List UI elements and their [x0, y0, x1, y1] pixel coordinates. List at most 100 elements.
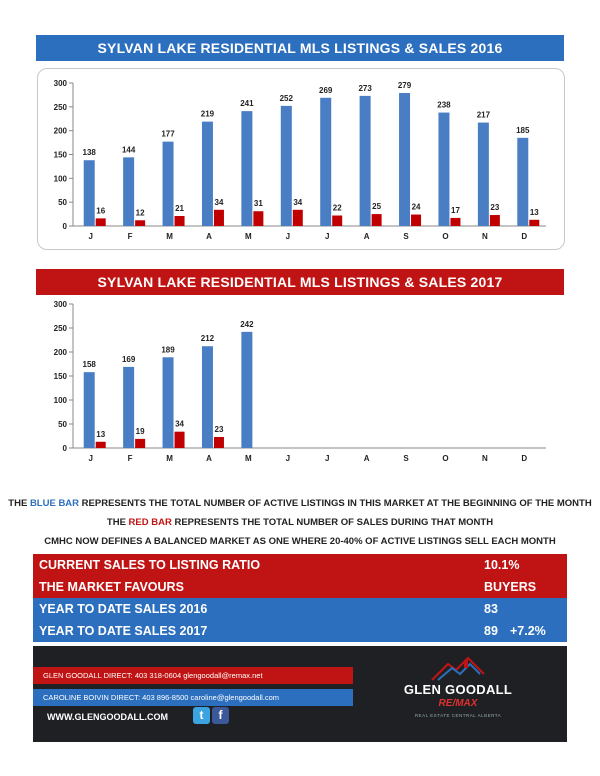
- stat-change: +7.2%: [510, 624, 546, 638]
- data-label-sales: 34: [293, 198, 302, 207]
- stat-label: THE MARKET FAVOURS: [39, 580, 184, 594]
- x-tick-label: M: [245, 454, 252, 463]
- x-tick-label: F: [128, 454, 133, 463]
- data-label-listings: 219: [201, 110, 215, 119]
- x-tick-label: D: [521, 232, 527, 241]
- bar-listings: [320, 97, 332, 226]
- bar-listings: [162, 141, 174, 226]
- contact-glen: GLEN GOODALL DIRECT: 403 318-0604 glengo…: [33, 667, 353, 684]
- y-tick-label: 300: [54, 300, 68, 309]
- chart-2017-frame: 0 50 100 150 200 250 300 158 13 J 169 19 F 189 34 M 212 2…: [37, 295, 565, 472]
- bar-sales: [135, 220, 146, 226]
- chart-2017-title: SYLVAN LAKE RESIDENTIAL MLS LISTINGS & S…: [36, 269, 564, 295]
- legend-text: THE: [106, 517, 129, 528]
- data-label-sales: 24: [412, 203, 421, 212]
- data-label-listings: 189: [161, 345, 175, 354]
- cmhc-note: CMHC NOW DEFINES A BALANCED MARKET AS ON…: [44, 536, 556, 547]
- data-label-listings: 273: [358, 84, 372, 93]
- data-label-sales: 12: [136, 208, 145, 217]
- stat-ytd-sales-2016: YEAR TO DATE SALES 2016 83: [33, 598, 567, 620]
- data-label-sales: 25: [372, 202, 381, 211]
- bar-sales: [174, 431, 185, 448]
- data-label-sales: 23: [490, 203, 499, 212]
- x-tick-label: J: [286, 232, 290, 241]
- stat-market-favours: THE MARKET FAVOURS BUYERS: [33, 576, 567, 598]
- stat-label: YEAR TO DATE SALES 2017: [39, 624, 208, 638]
- data-label-listings: 238: [437, 101, 451, 110]
- legend-blue-bar: THE BLUE BAR REPRESENTS THE TOTAL NUMBER…: [0, 498, 600, 509]
- data-label-listings: 144: [122, 145, 136, 154]
- bar-listings: [280, 105, 292, 226]
- facebook-icon[interactable]: f: [212, 707, 229, 724]
- chart-2017: 0 50 100 150 200 250 300 158 13 J 169 19 F 189 34 M 212 2…: [54, 300, 546, 463]
- bar-listings: [162, 357, 174, 448]
- data-label-sales: 31: [254, 199, 263, 208]
- bar-listings: [83, 372, 95, 448]
- x-tick-label: A: [206, 454, 212, 463]
- brand-tagline: REAL ESTATE CENTRAL ALBERTA: [414, 713, 502, 718]
- data-label-sales: 22: [333, 204, 342, 213]
- x-tick-label: J: [325, 454, 329, 463]
- legend-text: REPRESENTS THE TOTAL NUMBER OF SALES DUR…: [171, 517, 494, 528]
- stat-label: CURRENT SALES TO LISTING RATIO: [39, 558, 261, 572]
- y-tick-label: 200: [54, 348, 68, 357]
- y-tick-label: 300: [54, 79, 68, 88]
- data-label-listings: 169: [122, 355, 136, 364]
- x-tick-label: N: [482, 454, 488, 463]
- bar-sales: [292, 209, 303, 226]
- x-tick-label: D: [521, 454, 527, 463]
- bar-listings: [359, 95, 371, 227]
- y-tick-label: 150: [54, 372, 68, 381]
- bar-listings: [477, 122, 489, 226]
- twitter-icon[interactable]: t: [193, 707, 210, 724]
- website-link[interactable]: WWW.GLENGOODALL.COM: [47, 712, 168, 722]
- stat-sales-to-listing-ratio: CURRENT SALES TO LISTING RATIO 10.1%: [33, 554, 567, 576]
- data-label-listings: 177: [161, 130, 175, 139]
- x-tick-label: A: [364, 454, 370, 463]
- x-tick-label: F: [128, 232, 133, 241]
- data-label-sales: 23: [215, 425, 224, 434]
- data-label-listings: 279: [398, 81, 412, 90]
- bar-sales: [213, 436, 224, 448]
- brand-name: GLEN GOODALL: [403, 682, 513, 697]
- y-tick-label: 50: [58, 198, 67, 207]
- x-tick-label: S: [403, 232, 409, 241]
- data-label-sales: 21: [175, 204, 184, 213]
- data-label-sales: 34: [175, 420, 184, 429]
- legend-red-label: RED BAR: [128, 517, 172, 528]
- legend-text: REPRESENTS THE TOTAL NUMBER OF ACTIVE LI…: [79, 498, 592, 509]
- y-tick-label: 200: [54, 127, 68, 136]
- bar-listings: [438, 112, 450, 226]
- remax-logo: RE/MAX: [438, 698, 478, 709]
- data-label-listings: 252: [280, 94, 294, 103]
- bar-listings: [201, 346, 213, 448]
- y-tick-label: 50: [58, 420, 67, 429]
- data-label-sales: 13: [530, 208, 539, 217]
- y-tick-label: 0: [63, 222, 68, 231]
- bar-listings: [83, 160, 95, 226]
- bar-sales: [253, 211, 264, 226]
- bar-listings: [123, 366, 135, 448]
- house-logo-icon: [431, 656, 485, 681]
- y-tick-label: 250: [54, 103, 68, 112]
- data-label-listings: 241: [240, 99, 254, 108]
- bar-sales: [332, 215, 343, 226]
- chart-2016-frame: 0 50 100 150 200 250 300 138 16 J 144 12 F 177 21 M 219 3…: [37, 68, 565, 250]
- y-tick-label: 0: [63, 444, 68, 453]
- stat-value: 89: [484, 624, 498, 638]
- bar-listings: [123, 157, 135, 226]
- data-label-listings: 217: [477, 111, 491, 120]
- stat-label: YEAR TO DATE SALES 2016: [39, 602, 208, 616]
- legend-blue-label: BLUE BAR: [29, 498, 80, 509]
- data-label-listings: 158: [83, 360, 97, 369]
- contact-caroline: CAROLINE BOIVIN DIRECT: 403 896-8500 car…: [33, 689, 353, 706]
- y-tick-label: 150: [54, 151, 68, 160]
- x-tick-label: M: [245, 232, 252, 241]
- x-tick-label: A: [206, 232, 212, 241]
- stat-ytd-sales-2017: YEAR TO DATE SALES 2017 89 +7.2%: [33, 620, 567, 642]
- x-tick-label: O: [442, 454, 448, 463]
- legend-text: THE: [8, 498, 30, 509]
- bar-sales: [529, 219, 540, 226]
- bar-listings: [399, 93, 411, 226]
- bar-sales: [213, 209, 224, 226]
